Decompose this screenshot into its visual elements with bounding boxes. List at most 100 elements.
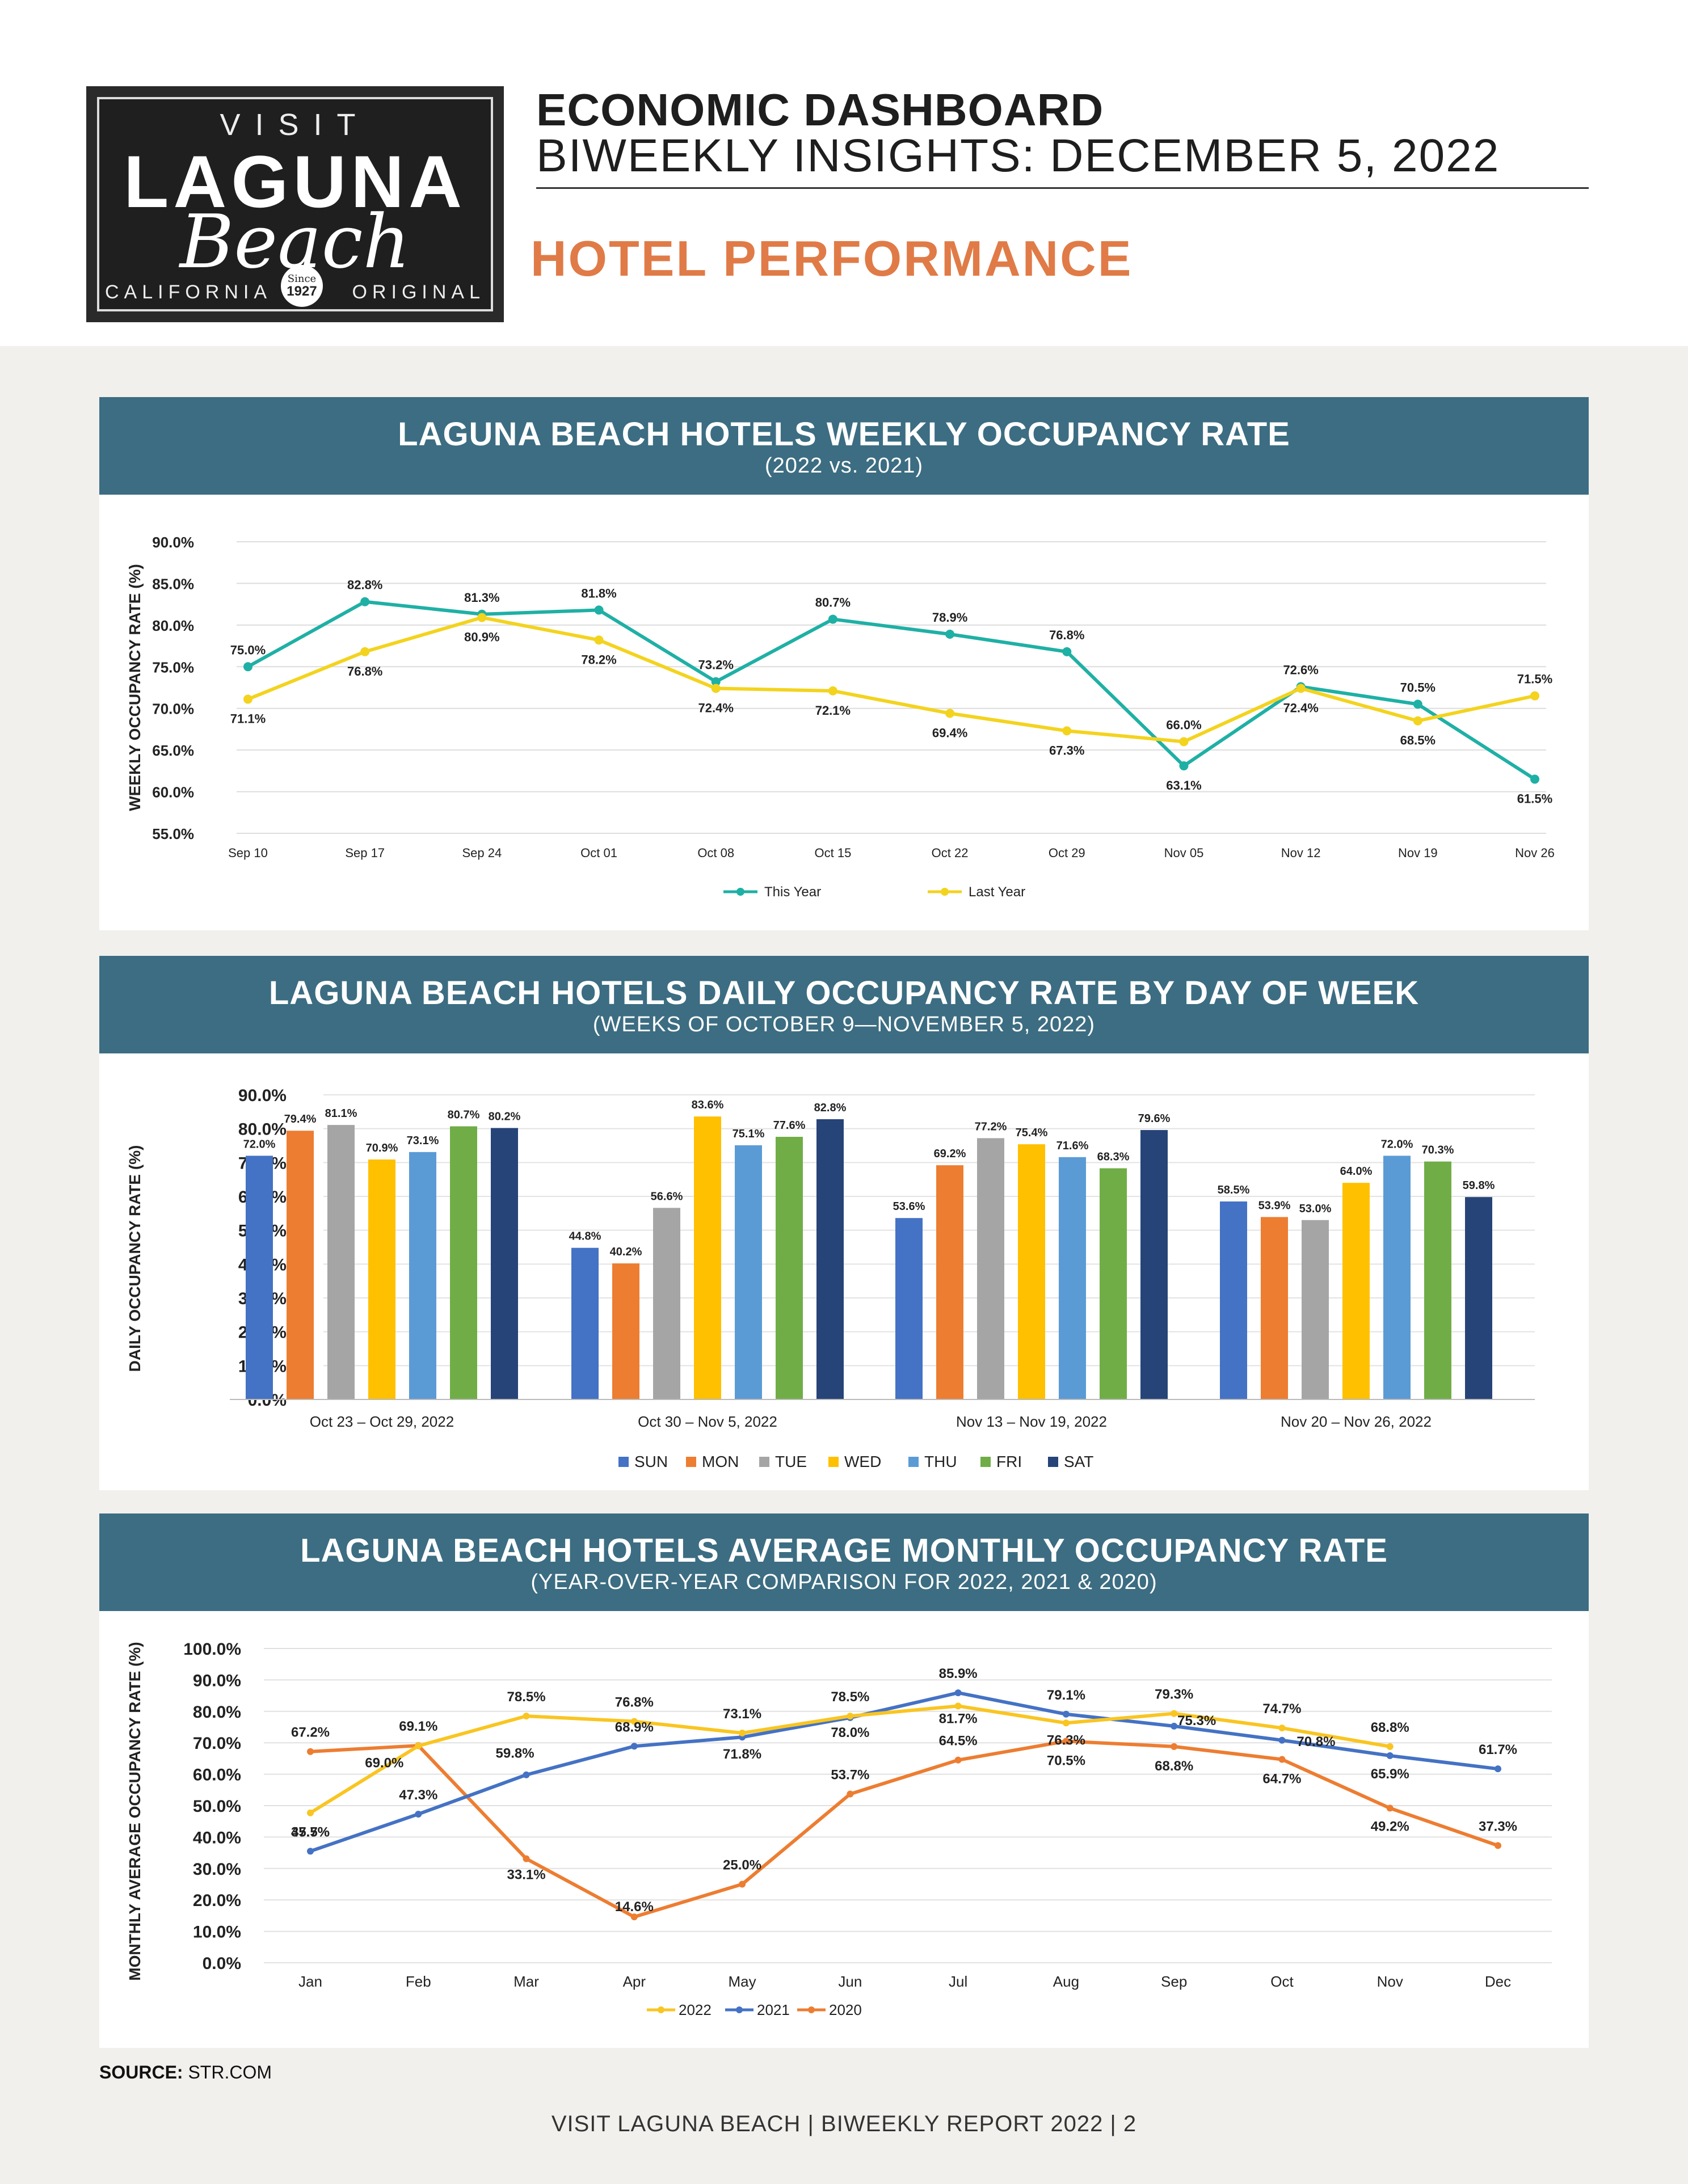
- data-point: [739, 1730, 746, 1737]
- data-point: [1179, 737, 1189, 747]
- bar-data-label: 83.6%: [692, 1099, 724, 1111]
- data-label: 14.6%: [615, 1899, 654, 1915]
- data-label: 66.0%: [1166, 718, 1201, 732]
- data-point: [630, 1743, 638, 1750]
- legend-marker: [736, 888, 744, 896]
- data-point: [1171, 1722, 1178, 1730]
- data-label: 76.8%: [1049, 628, 1084, 642]
- legend-label: THU: [924, 1453, 957, 1470]
- bar-sat: [491, 1128, 518, 1399]
- legend-label: MON: [702, 1453, 739, 1470]
- bar-data-label: 77.2%: [975, 1120, 1007, 1133]
- data-label: 81.3%: [464, 591, 499, 605]
- legend-swatch: [828, 1457, 839, 1467]
- data-point: [243, 662, 252, 672]
- data-point: [711, 684, 721, 693]
- legend-label: SUN: [634, 1453, 668, 1470]
- data-point: [1062, 1719, 1070, 1727]
- logo-visit-text: VISIT: [220, 108, 371, 142]
- x-tick-label: Apr: [623, 1973, 646, 1990]
- page-subtitle: BIWEEKLY INSIGHTS: DECEMBER 5, 2022: [536, 130, 1500, 182]
- data-point: [1179, 761, 1189, 771]
- legend-swatch: [980, 1457, 991, 1467]
- bar-wed: [1018, 1144, 1045, 1399]
- y-tick-label: 20.0%: [193, 1891, 241, 1910]
- data-point: [954, 1702, 962, 1710]
- bar-sat: [1140, 1130, 1168, 1399]
- data-label: 68.8%: [1155, 1759, 1193, 1774]
- data-label: 64.7%: [1262, 1772, 1301, 1787]
- weekly-occupancy-chart: 55.0% 60.0% 65.0% 70.0% 75.0% 80.0% 85.0% 90.0%…: [126, 534, 1555, 900]
- data-label: 72.1%: [815, 703, 851, 718]
- bar-data-label: 70.9%: [366, 1142, 398, 1154]
- x-tick-label: Oct 15: [815, 846, 852, 860]
- y-axis-label: MONTHLY AVERAGE OCCUPANCY RATE (%): [126, 1642, 144, 1980]
- data-point: [1278, 1736, 1286, 1744]
- chart2-subtitle: (WEEKS OF OCTOBER 9—NOVEMBER 5, 2022): [592, 1013, 1096, 1036]
- data-label: 81.7%: [939, 1711, 978, 1726]
- data-point: [1062, 1738, 1070, 1745]
- data-label: 79.3%: [1155, 1687, 1193, 1702]
- chart2-panel: 0.0%10.0%20.0%30.0%40.0%50.0%60.0%70.0%8…: [99, 1053, 1589, 1490]
- data-label: 73.2%: [698, 658, 734, 672]
- bar-mon: [936, 1165, 963, 1399]
- y-tick-label: 90.0%: [152, 534, 194, 551]
- y-tick-label: 0.0%: [203, 1954, 241, 1973]
- data-label: 68.9%: [615, 1719, 654, 1735]
- title-divider: [536, 187, 1589, 189]
- visit-laguna-beach-logo: VISIT LAGUNA Beach CALIFORNIA ORIGINAL S…: [86, 86, 504, 322]
- bar-data-label: 75.1%: [733, 1128, 765, 1140]
- x-tick-label: Oct 08: [697, 846, 734, 860]
- data-label: 80.7%: [815, 596, 851, 610]
- bar-data-label: 64.0%: [1340, 1165, 1373, 1178]
- bar-data-label: 77.6%: [773, 1119, 806, 1132]
- legend-marker: [658, 2006, 664, 2013]
- data-point: [1413, 699, 1422, 709]
- data-label: 47.7%: [291, 1825, 330, 1840]
- y-axis-label: WEEKLY OCCUPANCY RATE (%): [126, 564, 144, 811]
- data-label: 61.7%: [1479, 1742, 1517, 1757]
- y-tick-label: 80.0%: [193, 1703, 241, 1722]
- bar-data-label: 73.1%: [407, 1135, 439, 1147]
- bar-tue: [1302, 1220, 1329, 1399]
- data-label: 65.9%: [1371, 1766, 1409, 1782]
- data-point: [847, 1713, 854, 1720]
- y-tick-label: 90.0%: [238, 1086, 287, 1105]
- data-label: 75.0%: [230, 643, 266, 657]
- y-tick-label: 75.0%: [152, 659, 194, 676]
- data-point: [415, 1742, 422, 1749]
- data-label: 80.9%: [464, 630, 499, 644]
- data-label: 81.8%: [581, 586, 616, 600]
- y-tick-label: 70.0%: [193, 1734, 241, 1753]
- data-point: [1386, 1804, 1394, 1812]
- legend-swatch: [908, 1457, 919, 1467]
- bar-data-label: 79.4%: [284, 1113, 317, 1125]
- data-point: [1062, 1710, 1070, 1718]
- data-label: 85.9%: [939, 1666, 978, 1681]
- x-tick-label: Oct 01: [580, 846, 617, 860]
- data-label: 76.8%: [615, 1695, 654, 1710]
- data-label: 76.3%: [1047, 1732, 1085, 1748]
- data-label: 37.3%: [1479, 1819, 1517, 1834]
- data-label: 70.5%: [1047, 1753, 1085, 1768]
- y-tick-label: 90.0%: [193, 1671, 241, 1690]
- data-point: [828, 614, 837, 624]
- legend-marker: [808, 2006, 815, 2013]
- legend-label: TUE: [775, 1453, 807, 1470]
- data-point: [523, 1771, 530, 1778]
- y-tick-label: 100.0%: [183, 1640, 241, 1659]
- bar-data-label: 44.8%: [569, 1230, 601, 1243]
- data-point: [630, 1718, 638, 1725]
- data-label: 72.4%: [698, 701, 734, 715]
- bar-thu: [409, 1152, 436, 1399]
- source-text: STR.COM: [183, 2062, 272, 2082]
- data-point: [523, 1713, 530, 1720]
- data-point: [1386, 1743, 1394, 1750]
- y-tick-label: 70.0%: [152, 701, 194, 718]
- bar-data-label: 70.3%: [1422, 1144, 1454, 1157]
- legend-label: 2020: [829, 2001, 862, 2018]
- section-title: HOTEL PERFORMANCE: [531, 230, 1133, 286]
- series-line-2020: [310, 1739, 1498, 1919]
- x-tick-label: Nov 26: [1515, 846, 1555, 860]
- data-label: 68.5%: [1400, 733, 1436, 748]
